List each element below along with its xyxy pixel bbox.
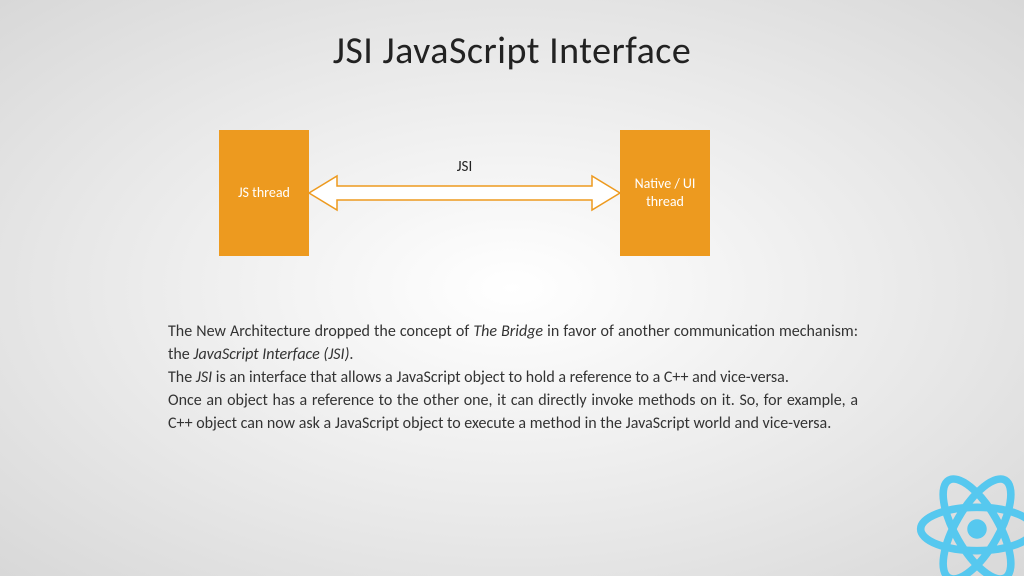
body-span: The New Architecture dropped the concept… — [168, 322, 473, 341]
body-span: Once an object has a reference to the ot… — [168, 391, 858, 433]
jsi-diagram: JS thread JSI Native / UI thread — [0, 130, 1024, 280]
body-span: is an interface that allows a JavaScript… — [212, 368, 789, 387]
native-thread-box: Native / UI thread — [620, 130, 710, 256]
native-thread-label: Native / UI thread — [626, 175, 704, 211]
body-em: JavaScript Interface (JSI) — [193, 345, 349, 364]
page-title: JSI JavaScript Interface — [0, 28, 1024, 74]
body-span: The — [168, 368, 196, 387]
js-thread-box: JS thread — [219, 130, 309, 256]
js-thread-label: JS thread — [238, 184, 290, 202]
body-em: JSI — [196, 368, 212, 387]
react-logo-icon — [912, 464, 1024, 576]
arrow-icon — [309, 174, 620, 212]
body-text: The New Architecture dropped the concept… — [168, 320, 858, 435]
bidirectional-arrow — [309, 174, 620, 212]
body-span: . — [349, 345, 353, 364]
body-em: The Bridge — [473, 322, 543, 341]
